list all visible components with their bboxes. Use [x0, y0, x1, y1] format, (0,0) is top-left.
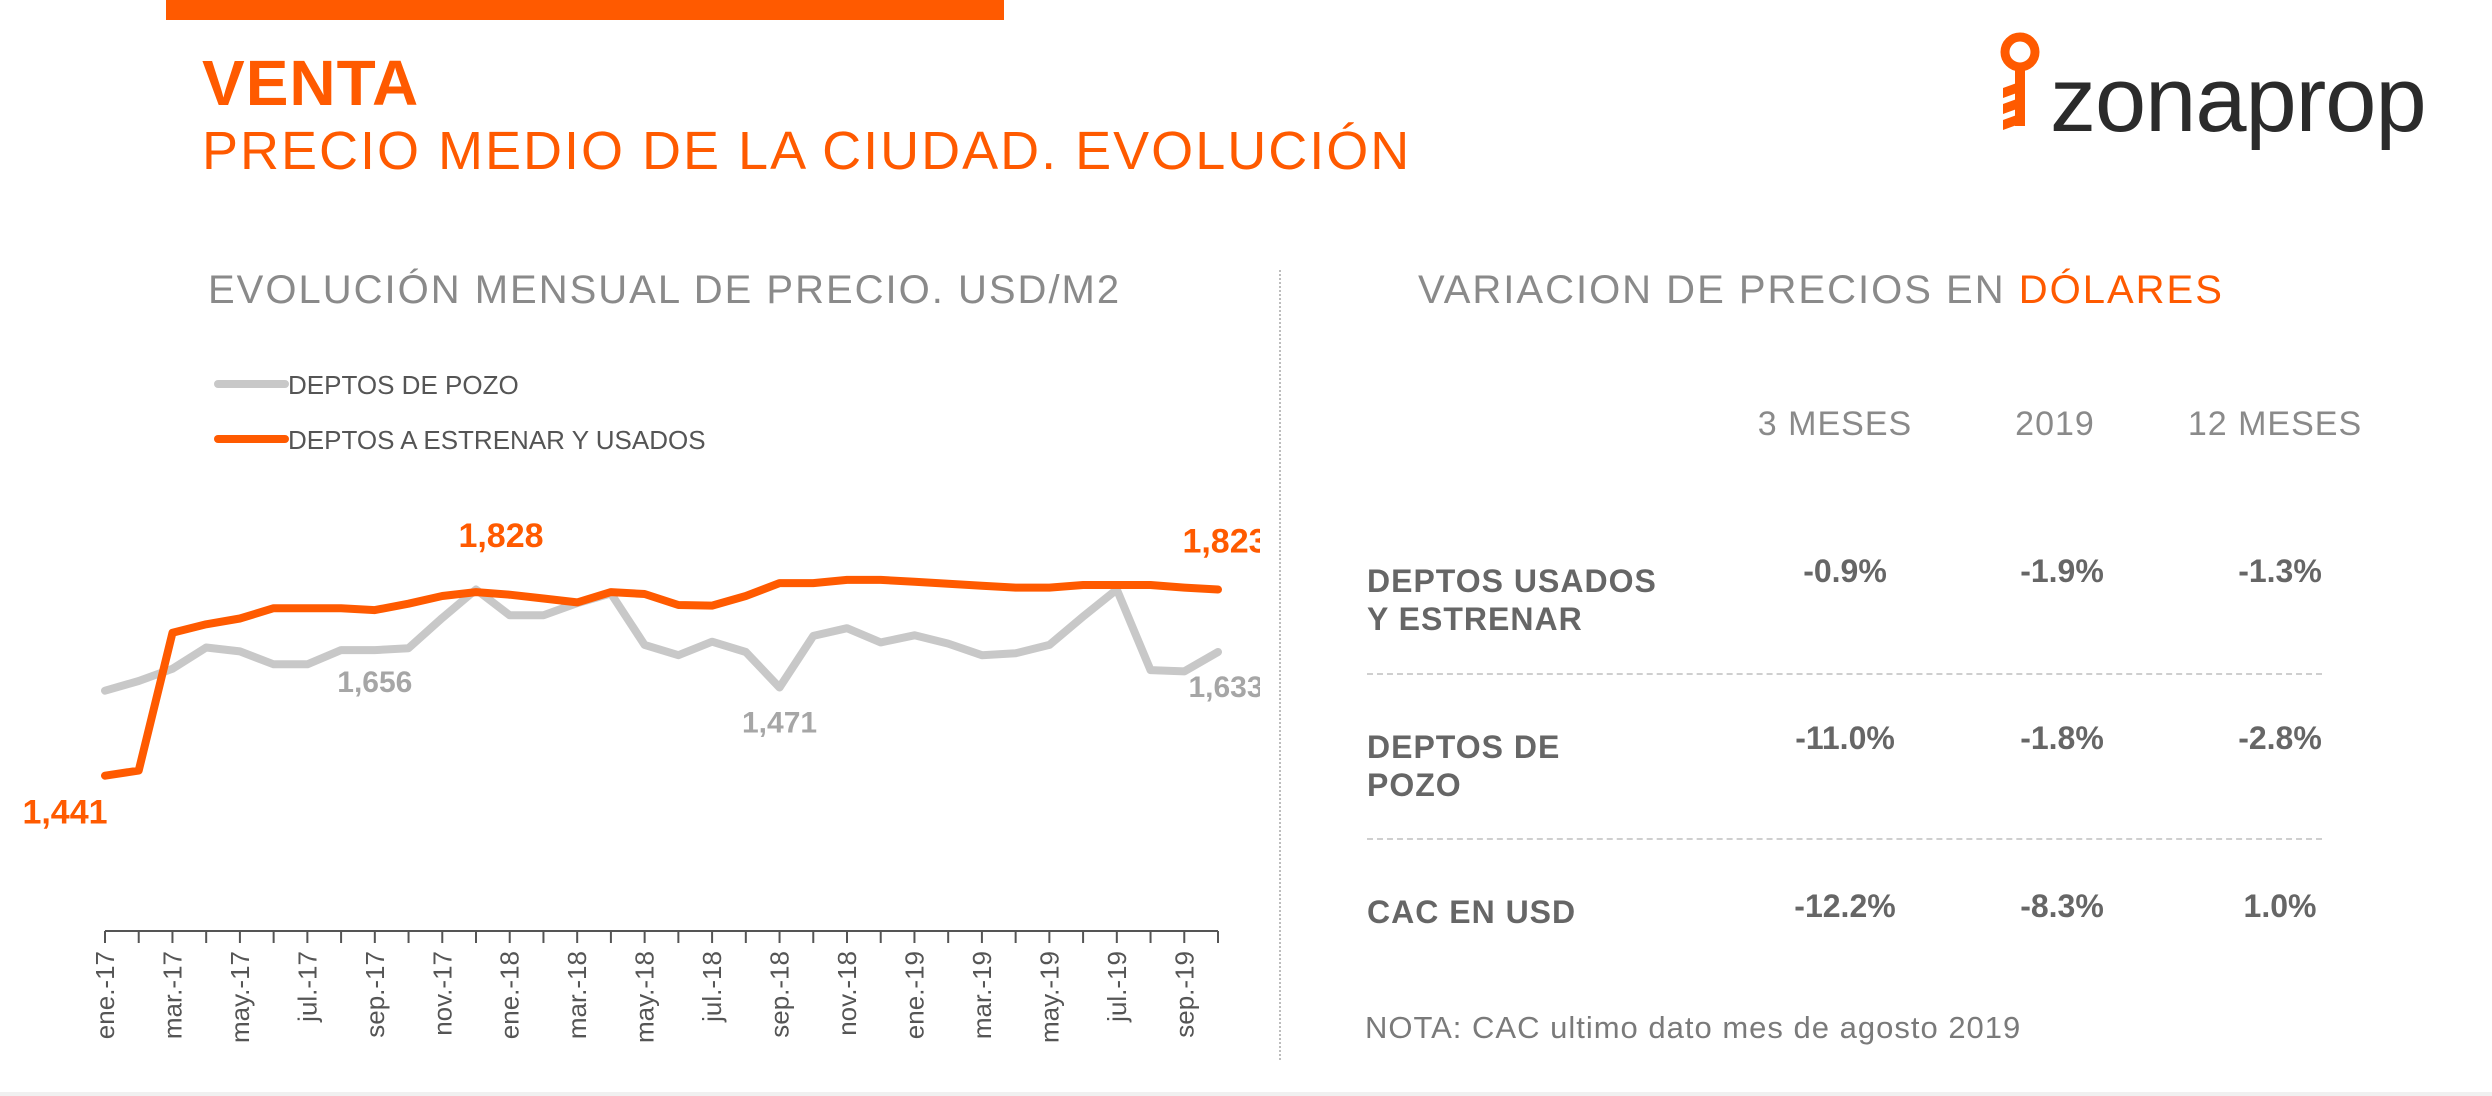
x-tick-label: jul.-17 — [292, 951, 322, 1023]
column-header-2019: 2019 — [2015, 405, 2095, 443]
table-cell: -11.0% — [1795, 720, 1895, 756]
row-label-line: POZO — [1367, 767, 1462, 803]
row-separator — [1367, 838, 2322, 840]
column-header-3-meses: 3 MESES — [1757, 405, 1913, 443]
row-label: DEPTOS DE POZO — [1367, 728, 1727, 804]
page-title: VENTA — [202, 47, 420, 119]
x-tick-label: nov.-18 — [832, 951, 862, 1036]
table-cell: -12.2% — [1794, 888, 1896, 924]
series-line-deptos-de-pozo — [101, 585, 1222, 695]
section-divider — [1279, 270, 1281, 1060]
row-label: CAC EN USD — [1367, 893, 1727, 931]
data-label: 1,823 — [1182, 523, 1260, 561]
table-cell: -2.8% — [2238, 720, 2322, 756]
x-tick-label: nov.-17 — [427, 951, 457, 1036]
key-icon — [2000, 32, 2040, 130]
x-tick-label: ene.-18 — [495, 951, 525, 1039]
legend-label-deptos-a-estrenar-y-usados: DEPTOS A ESTRENAR Y USADOS — [288, 425, 706, 455]
x-tick-label: mar.-18 — [562, 951, 592, 1039]
series-line-deptos-a-estrenar-y-usados — [101, 575, 1222, 780]
x-tick-label: may.-18 — [630, 951, 660, 1043]
row-separator — [1367, 673, 2322, 675]
table-cell: -8.3% — [2020, 888, 2104, 924]
table-cell: 1.0% — [2243, 888, 2317, 924]
x-tick-label: ene.-19 — [899, 951, 929, 1039]
table-cell: -1.3% — [2238, 553, 2322, 589]
x-tick-label: sep.-18 — [765, 951, 795, 1038]
data-label: 1,441 — [22, 794, 107, 832]
data-label: 1,656 — [337, 666, 412, 699]
table-cell: -1.8% — [2020, 720, 2104, 756]
table-section-title: VARIACION DE PRECIOS EN DÓLARES — [1418, 268, 2224, 313]
x-tick-label: ene.-17 — [90, 951, 120, 1039]
brand-logo-text: zonaprop — [2050, 49, 2427, 151]
line-chart-svg: DEPTOS DE POZO DEPTOS A ESTRENAR Y USADOS… — [22, 370, 1267, 1043]
price-evolution-chart: DEPTOS DE POZO DEPTOS A ESTRENAR Y USADOS… — [0, 330, 1267, 1065]
table-note: NOTA: CAC ultimo dato mes de agosto 2019 — [1365, 1010, 2022, 1045]
legend-label-deptos-de-pozo: DEPTOS DE POZO — [288, 370, 519, 400]
row-label-line: CAC EN USD — [1367, 894, 1577, 930]
chart-section-title: EVOLUCIÓN MENSUAL DE PRECIO. USD/M2 — [208, 268, 1122, 312]
x-tick-label: may.-17 — [225, 951, 255, 1043]
x-tick-label: jul.-19 — [1102, 951, 1132, 1023]
x-tick-label: sep.-19 — [1169, 951, 1199, 1038]
top-accent-bar — [166, 0, 1004, 20]
table-title-prefix: VARIACION DE PRECIOS EN — [1418, 268, 2019, 312]
row-label: DEPTOS USADOS Y ESTRENAR — [1367, 562, 1727, 638]
x-tick-label: jul.-18 — [697, 951, 727, 1023]
row-label-line: Y ESTRENAR — [1367, 601, 1583, 637]
data-label: 1,471 — [742, 706, 817, 739]
x-tick-label: mar.-17 — [157, 951, 187, 1039]
row-label-line: DEPTOS DE — [1367, 729, 1561, 765]
row-label-line: DEPTOS USADOS — [1367, 563, 1657, 599]
x-tick-label: may.-19 — [1034, 951, 1064, 1043]
table-title-accent: DÓLARES — [2018, 268, 2224, 312]
column-header-12-meses: 12 MESES — [2187, 405, 2363, 443]
table-cell: -0.9% — [1803, 553, 1887, 589]
table-cell: -1.9% — [2020, 553, 2104, 589]
data-label: 1,633 — [1188, 671, 1260, 704]
x-tick-label: sep.-17 — [360, 951, 390, 1038]
x-tick-label: mar.-19 — [967, 951, 997, 1039]
footer-band — [0, 1092, 2492, 1096]
data-label: 1,828 — [458, 517, 543, 555]
page-subtitle: PRECIO MEDIO DE LA CIUDAD. EVOLUCIÓN — [202, 121, 1412, 181]
